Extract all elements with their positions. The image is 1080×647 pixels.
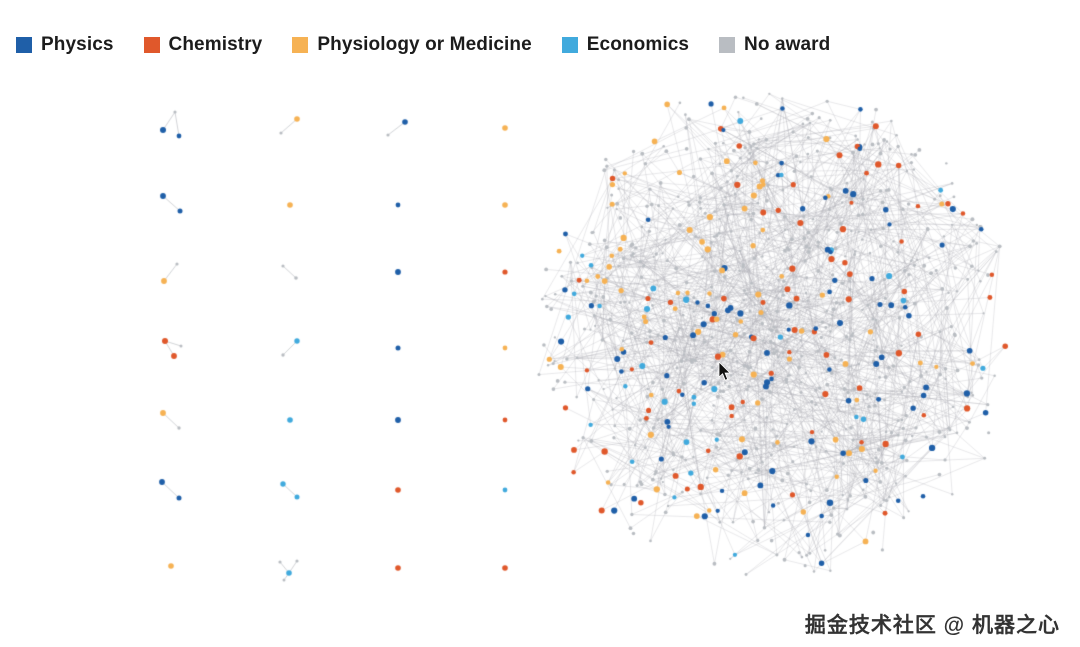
physiology-swatch-icon xyxy=(292,37,309,53)
legend-item-economics: Economics xyxy=(561,34,690,56)
watermark-text: 掘金技术社区 @ 机器之心 xyxy=(804,614,1060,637)
physics-swatch-icon xyxy=(16,37,32,53)
legend-label: No award xyxy=(744,34,831,55)
legend-label: Economics xyxy=(586,34,690,55)
legend-item-physiology-or-medicine: Physiology or Medicine xyxy=(292,34,532,56)
no-award-swatch-icon xyxy=(719,37,736,53)
legend-item-chemistry: Chemistry xyxy=(143,34,263,56)
economics-swatch-icon xyxy=(561,37,578,53)
legend-label: Chemistry xyxy=(168,34,263,55)
legend-label: Physics xyxy=(41,34,114,55)
legend-item-physics: Physics xyxy=(16,34,114,56)
legend-item-no-award: No award xyxy=(719,34,830,56)
legend-label: Physiology or Medicine xyxy=(317,34,532,55)
legend: Physics Chemistry Physiology or Medicine… xyxy=(16,34,830,56)
chemistry-swatch-icon xyxy=(143,37,160,53)
